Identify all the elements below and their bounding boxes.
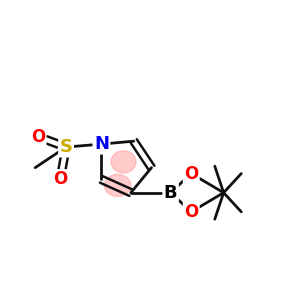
Text: O: O [184, 165, 198, 183]
Ellipse shape [104, 174, 131, 196]
Text: N: N [94, 135, 109, 153]
Text: O: O [184, 203, 198, 221]
Text: B: B [164, 184, 177, 202]
Text: O: O [53, 170, 67, 188]
Text: O: O [31, 128, 45, 146]
Ellipse shape [111, 151, 136, 173]
Text: S: S [60, 138, 73, 156]
